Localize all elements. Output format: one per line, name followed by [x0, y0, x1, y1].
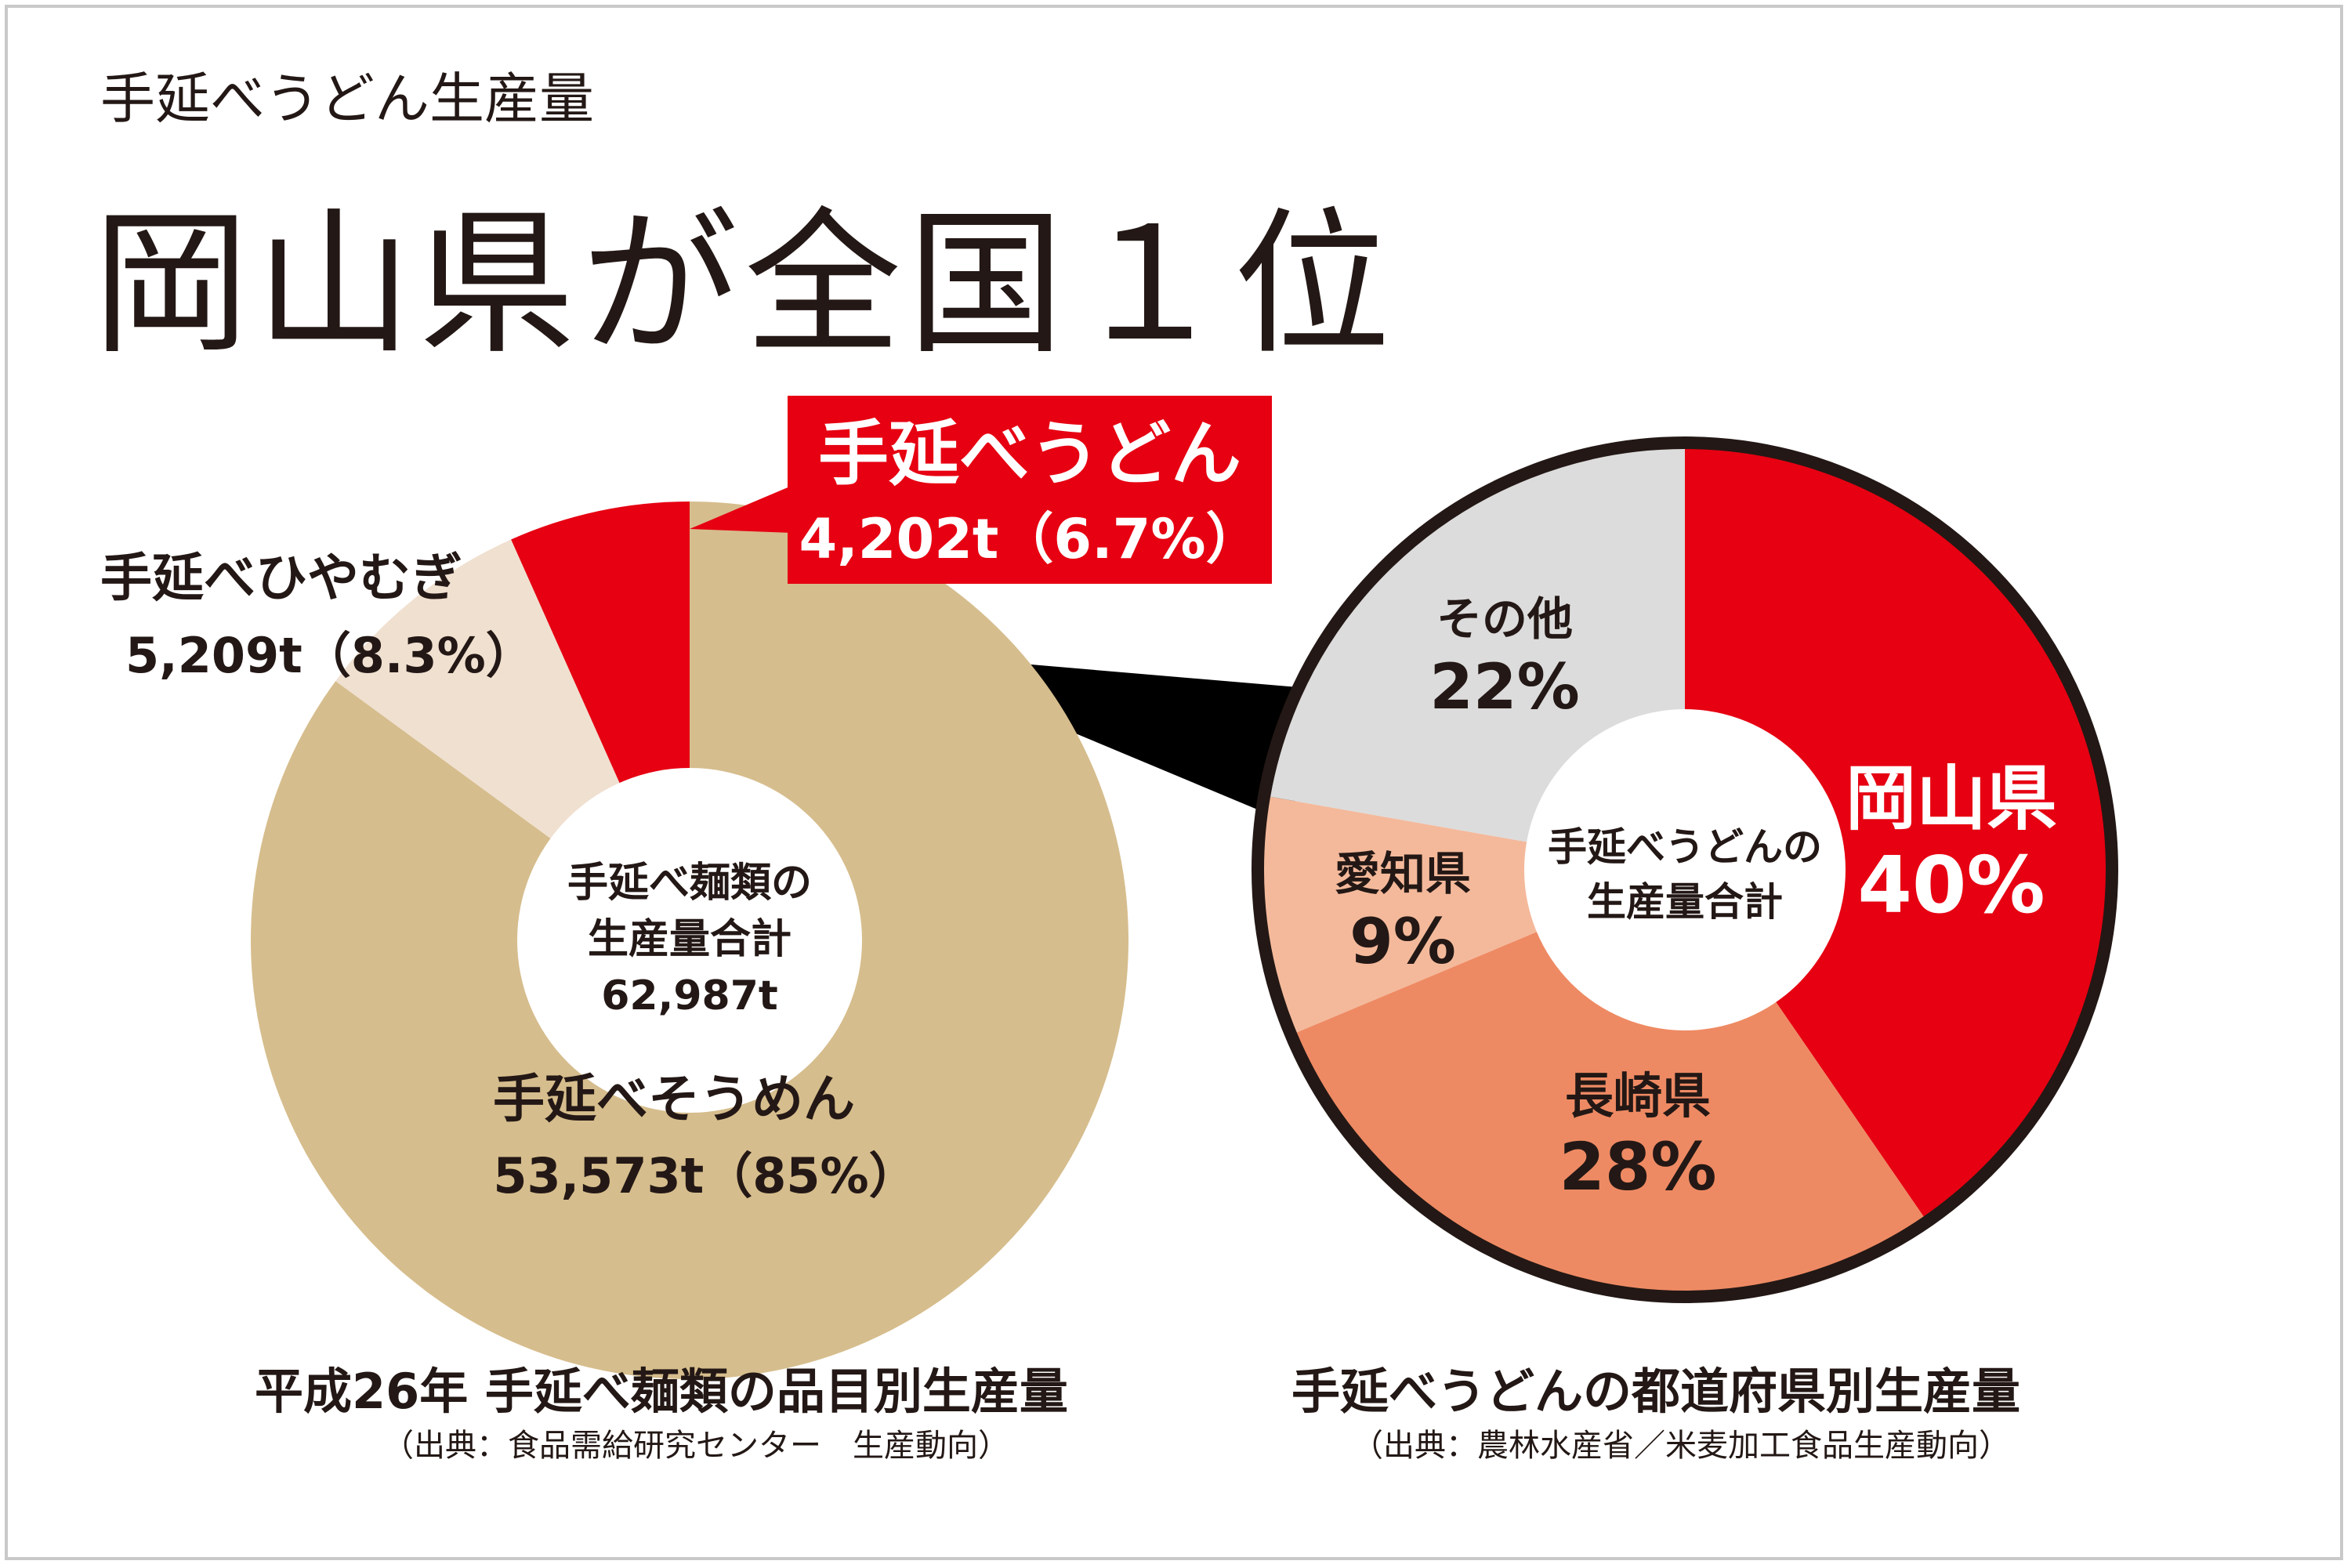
right-chart-source: （出典：農林水産省／米麦加工食品生産動向）: [1352, 1428, 2010, 1464]
right-label-3: その他: [1436, 592, 1573, 646]
callout-box: [788, 396, 1272, 584]
right-donut-hole: [1524, 709, 1846, 1030]
left-chart-title: 平成26年 手延べ麺類の品目別生産量: [255, 1363, 1068, 1420]
page-subtitle: 手延べうどん生産量: [100, 67, 594, 131]
right-donut-slice-1: [1291, 870, 1928, 1297]
right-value-3: 22%: [1429, 650, 1579, 723]
hiyamugi-label: 手延べひやむぎ: [100, 548, 462, 608]
left-donut-hole: [517, 768, 862, 1113]
somen-label: 手延べそうめん: [493, 1069, 855, 1129]
left-donut-center-label-0: 手延べ麺類の: [567, 860, 812, 907]
somen-value: 53,573t（85%）: [493, 1147, 917, 1204]
right-donut-center-label-0: 手延べうどんの: [1548, 824, 1822, 870]
right-label-1: 長崎県: [1565, 1067, 1711, 1124]
right-value-1: 28%: [1559, 1128, 1716, 1205]
right-value-0: 40%: [1857, 839, 2045, 931]
udon-callout-layer: 手延べうどん 4,202t（6.7%）: [690, 396, 1272, 584]
callout-label: 手延べうどん: [818, 413, 1241, 495]
page-headline: 岡山県が全国１位: [92, 194, 1397, 376]
right-chart-title: 手延べうどんの都道府県別生産量: [1291, 1363, 2021, 1420]
page-border: [5, 5, 2343, 1560]
left-donut-center-label-2: 62,987t: [601, 972, 778, 1019]
right-label-0: 岡山県: [1846, 758, 2057, 840]
right-donut-outline: [1252, 436, 2118, 1303]
hiyamugi-value: 5,209t（8.3%）: [125, 627, 534, 684]
right-donut-center-label-1: 生産量合計: [1587, 879, 1783, 925]
left-donut-center-label-1: 生産量合計: [588, 916, 792, 963]
callout-value: 4,202t（6.7%）: [799, 507, 1260, 571]
right-value-2: 9%: [1349, 905, 1456, 978]
callout-pointer: [690, 486, 792, 533]
right-donut-slice-0: [1685, 443, 2112, 1222]
left-chart-source: （出典：食品需給研究センター 生産動向）: [382, 1428, 1009, 1464]
right-label-2: 愛知県: [1335, 847, 1471, 900]
